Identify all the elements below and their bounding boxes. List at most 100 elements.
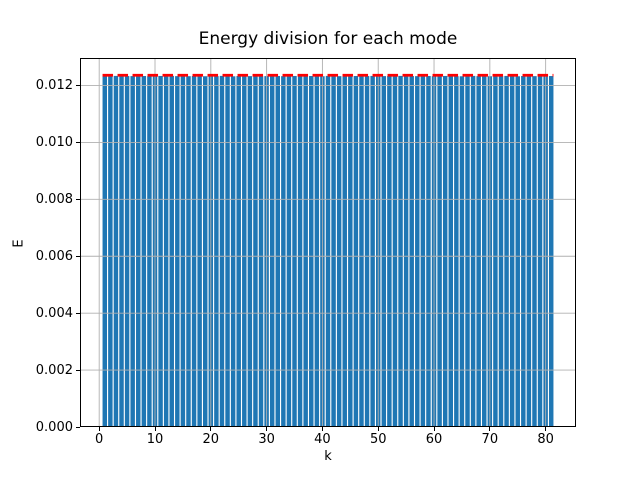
bar [225, 76, 230, 427]
y-tick-mark [76, 198, 80, 200]
chart-canvas [80, 58, 576, 428]
x-tick-label: 10 [146, 432, 164, 447]
y-tick-label: 0.002 [35, 362, 73, 378]
bar [353, 76, 359, 427]
bar [454, 76, 459, 427]
x-tick-mark [545, 427, 547, 431]
bar [409, 76, 414, 427]
plot-area [80, 58, 576, 428]
bar [253, 76, 258, 427]
bar [230, 76, 236, 428]
bar [515, 76, 520, 427]
bar [219, 75, 225, 428]
x-tick-mark [98, 427, 100, 431]
y-tick-mark [76, 426, 80, 428]
x-tick-mark [489, 427, 491, 431]
x-tick-label: 20 [202, 432, 220, 447]
bar [459, 76, 465, 427]
bar [136, 75, 141, 428]
bar [537, 75, 543, 428]
bar [292, 75, 297, 428]
bar [236, 76, 241, 427]
bar [364, 76, 370, 427]
bar [147, 76, 152, 428]
bar [420, 75, 426, 428]
y-tick-label: 0.004 [35, 305, 73, 321]
x-tick-label: 0 [95, 432, 104, 447]
bar [526, 75, 532, 428]
x-tick-label: 60 [425, 432, 443, 447]
bar [548, 76, 554, 427]
bar [108, 76, 113, 427]
bar [448, 76, 453, 427]
y-tick-mark [76, 369, 80, 371]
bar [281, 76, 286, 427]
y-tick-mark [76, 312, 80, 314]
bar [426, 76, 431, 427]
bar [437, 76, 442, 427]
bar [309, 76, 314, 427]
bar [191, 75, 197, 428]
bar [180, 76, 186, 427]
bar [197, 76, 202, 427]
x-tick-label: 40 [314, 432, 331, 447]
bar [158, 75, 163, 428]
bar [359, 76, 364, 427]
axes-spines [80, 58, 576, 427]
y-tick-mark [76, 85, 80, 87]
x-tick-mark [321, 427, 323, 431]
bar [130, 76, 135, 427]
y-tick-label: 0.008 [35, 191, 73, 207]
bar [521, 76, 526, 427]
bar [314, 76, 320, 427]
y-tick-label: 0.006 [35, 248, 73, 264]
bar [175, 76, 180, 427]
bar [303, 76, 308, 427]
x-tick-label: 80 [537, 432, 554, 447]
y-tick-label: 0.000 [35, 419, 73, 435]
bar [325, 75, 331, 428]
bar [482, 76, 487, 427]
x-tick-mark [210, 427, 212, 431]
bar [532, 76, 537, 427]
bar [214, 76, 219, 427]
x-tick-mark [266, 427, 268, 431]
bar [509, 76, 515, 427]
bar [442, 75, 448, 428]
x-tick-mark [377, 427, 379, 431]
bar [286, 76, 292, 427]
x-tick-label: 30 [258, 432, 275, 447]
bar [102, 76, 108, 427]
bar [331, 76, 336, 427]
y-tick-label: 0.012 [35, 78, 73, 94]
bar [163, 76, 169, 428]
x-tick-mark [154, 427, 156, 431]
bar [275, 76, 280, 427]
bar [381, 76, 387, 427]
bar [336, 76, 342, 427]
bar [119, 76, 124, 427]
bar [392, 76, 398, 427]
y-tick-mark [76, 141, 80, 143]
bar [141, 76, 147, 427]
bar [269, 75, 275, 428]
bar [113, 75, 119, 428]
bar [169, 75, 174, 428]
bar [465, 75, 470, 428]
bar [493, 76, 498, 427]
bar [370, 75, 375, 428]
x-tick-label: 70 [481, 432, 499, 447]
x-tick-label: 50 [369, 432, 387, 447]
x-axis-label: k [324, 449, 332, 464]
bar [342, 75, 347, 428]
x-tick-mark [433, 427, 435, 431]
bar [348, 76, 353, 427]
bar [247, 76, 253, 427]
bar [297, 75, 303, 428]
bar [504, 75, 509, 428]
y-tick-label: 0.010 [35, 134, 73, 150]
bar [124, 76, 130, 427]
bar [242, 75, 247, 428]
bar [403, 76, 409, 427]
